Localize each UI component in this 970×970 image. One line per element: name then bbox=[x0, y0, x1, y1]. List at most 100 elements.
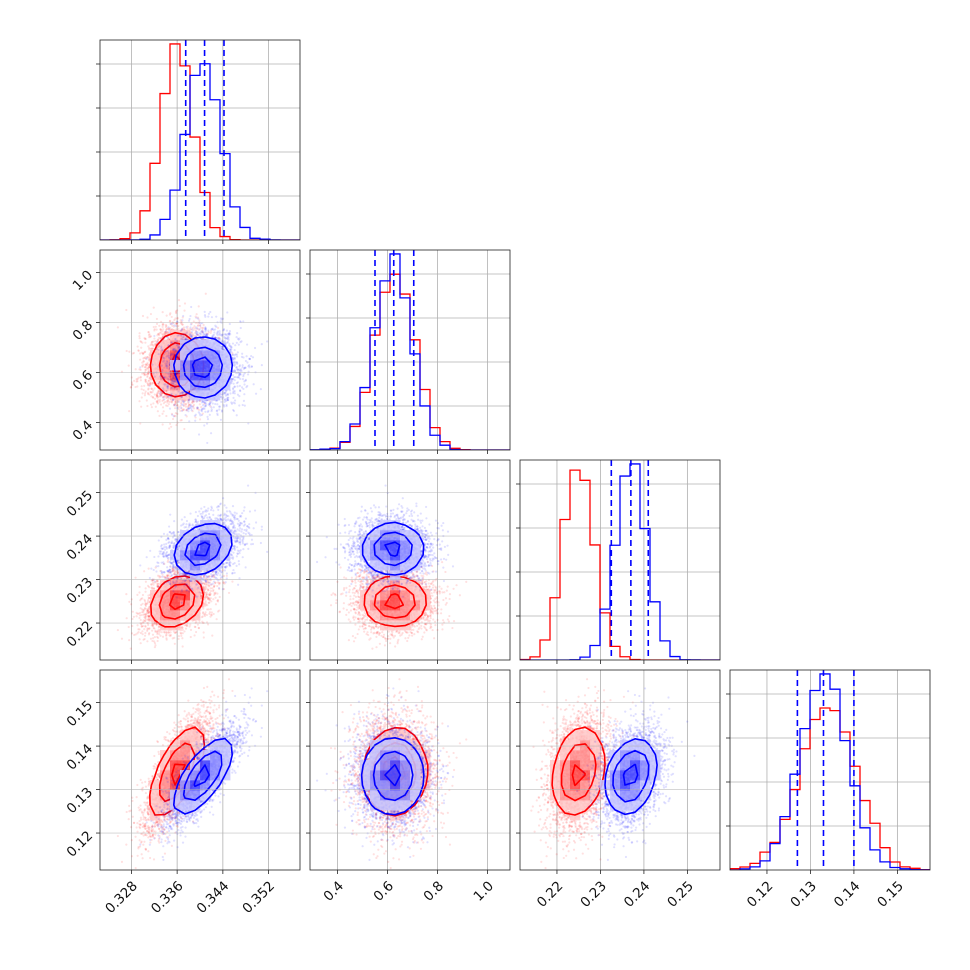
scatter-point bbox=[163, 332, 166, 335]
scatter-point bbox=[188, 407, 191, 410]
scatter-point bbox=[179, 338, 183, 341]
scatter-point bbox=[224, 391, 227, 394]
scatter-point bbox=[230, 379, 233, 382]
scatter-point bbox=[204, 315, 207, 318]
scatter-point bbox=[193, 414, 196, 417]
scatter-point bbox=[199, 330, 203, 333]
scatter-point bbox=[163, 359, 166, 362]
scatter-point bbox=[153, 343, 156, 346]
scatter-point bbox=[224, 343, 227, 346]
scatter-point bbox=[220, 395, 223, 399]
density-cell bbox=[160, 380, 171, 391]
scatter-point bbox=[142, 360, 145, 363]
scatter-point bbox=[166, 332, 170, 335]
scatter-point bbox=[156, 346, 159, 349]
scatter-point bbox=[162, 323, 165, 326]
scatter-point bbox=[243, 366, 246, 370]
scatter-point bbox=[164, 332, 167, 336]
scatter-point bbox=[147, 334, 151, 337]
scatter-point bbox=[144, 356, 147, 359]
scatter-point bbox=[174, 402, 177, 405]
scatter-point bbox=[201, 330, 204, 333]
scatter-point bbox=[241, 352, 244, 355]
scatter-point bbox=[180, 403, 184, 406]
scatter-point bbox=[116, 326, 119, 329]
scatter-point bbox=[194, 329, 198, 332]
scatter-point bbox=[173, 403, 176, 406]
scatter-point bbox=[155, 317, 159, 321]
scatter-point bbox=[152, 344, 155, 348]
scatter-point bbox=[162, 398, 165, 402]
scatter-point bbox=[171, 380, 175, 383]
scatter-point bbox=[182, 400, 185, 403]
scatter-point bbox=[158, 382, 161, 385]
scatter-point bbox=[197, 408, 201, 412]
scatter-point bbox=[157, 390, 161, 393]
scatter-point bbox=[172, 404, 176, 407]
scatter-point bbox=[187, 398, 191, 401]
scatter-point bbox=[156, 410, 159, 413]
scatter-point bbox=[159, 403, 163, 406]
scatter-point bbox=[194, 315, 197, 318]
scatter-point bbox=[143, 384, 146, 387]
scatter-point bbox=[130, 385, 133, 389]
scatter-point bbox=[195, 400, 198, 403]
scatter-point bbox=[204, 330, 207, 333]
scatter-point bbox=[135, 380, 138, 383]
scatter-point bbox=[202, 323, 205, 327]
scatter-point bbox=[168, 375, 171, 378]
scatter-point bbox=[187, 400, 190, 403]
scatter-point bbox=[195, 400, 198, 403]
scatter-point bbox=[177, 334, 181, 337]
scatter-point bbox=[148, 333, 151, 336]
scatter-point bbox=[169, 353, 173, 357]
scatter-point bbox=[189, 326, 192, 329]
scatter-point bbox=[174, 399, 177, 403]
scatter-point bbox=[220, 318, 223, 321]
scatter-point bbox=[166, 364, 169, 368]
scatter-point bbox=[153, 328, 156, 331]
scatter-point bbox=[159, 331, 162, 334]
scatter-point bbox=[248, 366, 251, 369]
scatter-point bbox=[166, 401, 169, 404]
scatter-point bbox=[198, 418, 202, 421]
scatter-point bbox=[130, 376, 133, 379]
scatter-point bbox=[144, 350, 147, 353]
scatter-point bbox=[190, 322, 193, 325]
scatter-point bbox=[131, 352, 134, 355]
scatter-point bbox=[139, 422, 142, 425]
scatter-point bbox=[160, 392, 163, 395]
scatter-point bbox=[159, 328, 162, 331]
scatter-point bbox=[181, 393, 184, 396]
scatter-point bbox=[148, 393, 151, 396]
scatter-point bbox=[224, 337, 227, 340]
scatter-point bbox=[210, 328, 213, 331]
scatter-point bbox=[150, 343, 153, 346]
scatter-point bbox=[165, 328, 168, 331]
scatter-point bbox=[179, 334, 183, 337]
scatter-point bbox=[187, 403, 191, 406]
scatter-point bbox=[138, 332, 141, 335]
scatter-point bbox=[177, 400, 180, 403]
scatter-point bbox=[204, 404, 207, 407]
scatter-point bbox=[125, 349, 128, 353]
scatter-point bbox=[176, 317, 179, 320]
scatter-point bbox=[166, 398, 170, 401]
scatter-point bbox=[145, 399, 148, 402]
scatter-point bbox=[221, 339, 224, 342]
scatter-point bbox=[183, 394, 187, 397]
scatter-point bbox=[141, 352, 145, 355]
scatter-point bbox=[236, 337, 240, 340]
scatter-point bbox=[187, 319, 191, 322]
scatter-point bbox=[210, 408, 213, 411]
scatter-point bbox=[164, 376, 167, 379]
scatter-point bbox=[221, 397, 224, 400]
scatter-point bbox=[165, 396, 168, 399]
scatter-point bbox=[180, 328, 183, 332]
scatter-point bbox=[179, 402, 183, 405]
scatter-point bbox=[144, 337, 147, 340]
scatter-point bbox=[156, 392, 159, 396]
scatter-point bbox=[167, 396, 170, 399]
scatter-point bbox=[133, 379, 136, 382]
scatter-point bbox=[143, 392, 147, 395]
